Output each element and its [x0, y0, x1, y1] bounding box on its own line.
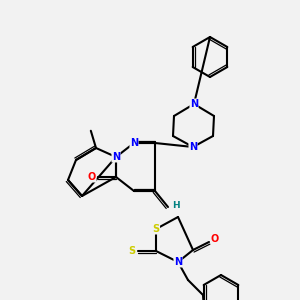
Text: N: N: [189, 142, 197, 152]
Text: N: N: [174, 257, 182, 267]
Text: S: S: [128, 246, 136, 256]
Text: S: S: [152, 224, 160, 234]
Text: H: H: [172, 200, 180, 209]
Text: N: N: [112, 152, 120, 162]
Text: N: N: [130, 138, 138, 148]
Text: O: O: [211, 234, 219, 244]
Text: O: O: [88, 172, 96, 182]
Text: N: N: [190, 99, 198, 109]
